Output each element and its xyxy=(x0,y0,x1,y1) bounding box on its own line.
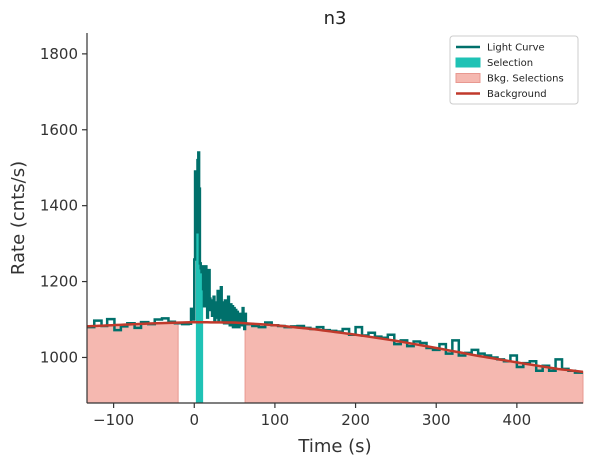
bkg-selection-region xyxy=(86,322,179,404)
x-ticks: −100 0 100 200 300 400 xyxy=(93,403,531,429)
legend-label: Selection xyxy=(487,58,533,69)
x-tick-label: 0 xyxy=(189,411,199,429)
plot-lines xyxy=(86,151,584,374)
x-tick-label: 100 xyxy=(261,411,290,429)
legend: Light Curve Selection Bkg. Selections Backg… xyxy=(449,35,579,105)
legend-label: Light Curve xyxy=(487,43,545,54)
axes xyxy=(86,33,583,404)
legend-frame xyxy=(449,35,579,105)
y-ticks: 1000 1200 1400 1600 1800 xyxy=(40,45,87,366)
y-tick-label: 1000 xyxy=(40,348,78,366)
chart-title: n3 xyxy=(324,8,347,29)
x-tick-label: 400 xyxy=(503,411,532,429)
legend-label: Background xyxy=(487,89,547,100)
legend-swatch-patch xyxy=(455,57,481,68)
legend-swatch-patch xyxy=(455,73,481,83)
x-tick-label: 300 xyxy=(422,411,451,429)
y-tick-label: 1200 xyxy=(40,273,78,291)
x-axis-label: Time (s) xyxy=(297,436,371,457)
y-tick-label: 1400 xyxy=(40,197,78,215)
y-tick-label: 1600 xyxy=(40,121,78,139)
background-model-line xyxy=(86,320,584,374)
y-axis-label: Rate (cnts/s) xyxy=(8,161,29,275)
light-curve-line xyxy=(87,151,583,374)
bkg-selection-regions xyxy=(86,322,584,404)
legend-label: Bkg. Selections xyxy=(487,74,564,85)
legend-items: Light Curve Selection Bkg. Selections Backg… xyxy=(455,43,564,100)
x-tick-label: 200 xyxy=(341,411,370,429)
bkg-selection-region xyxy=(244,322,584,404)
x-tick-label: −100 xyxy=(93,411,134,429)
y-tick-label: 1800 xyxy=(40,45,78,63)
